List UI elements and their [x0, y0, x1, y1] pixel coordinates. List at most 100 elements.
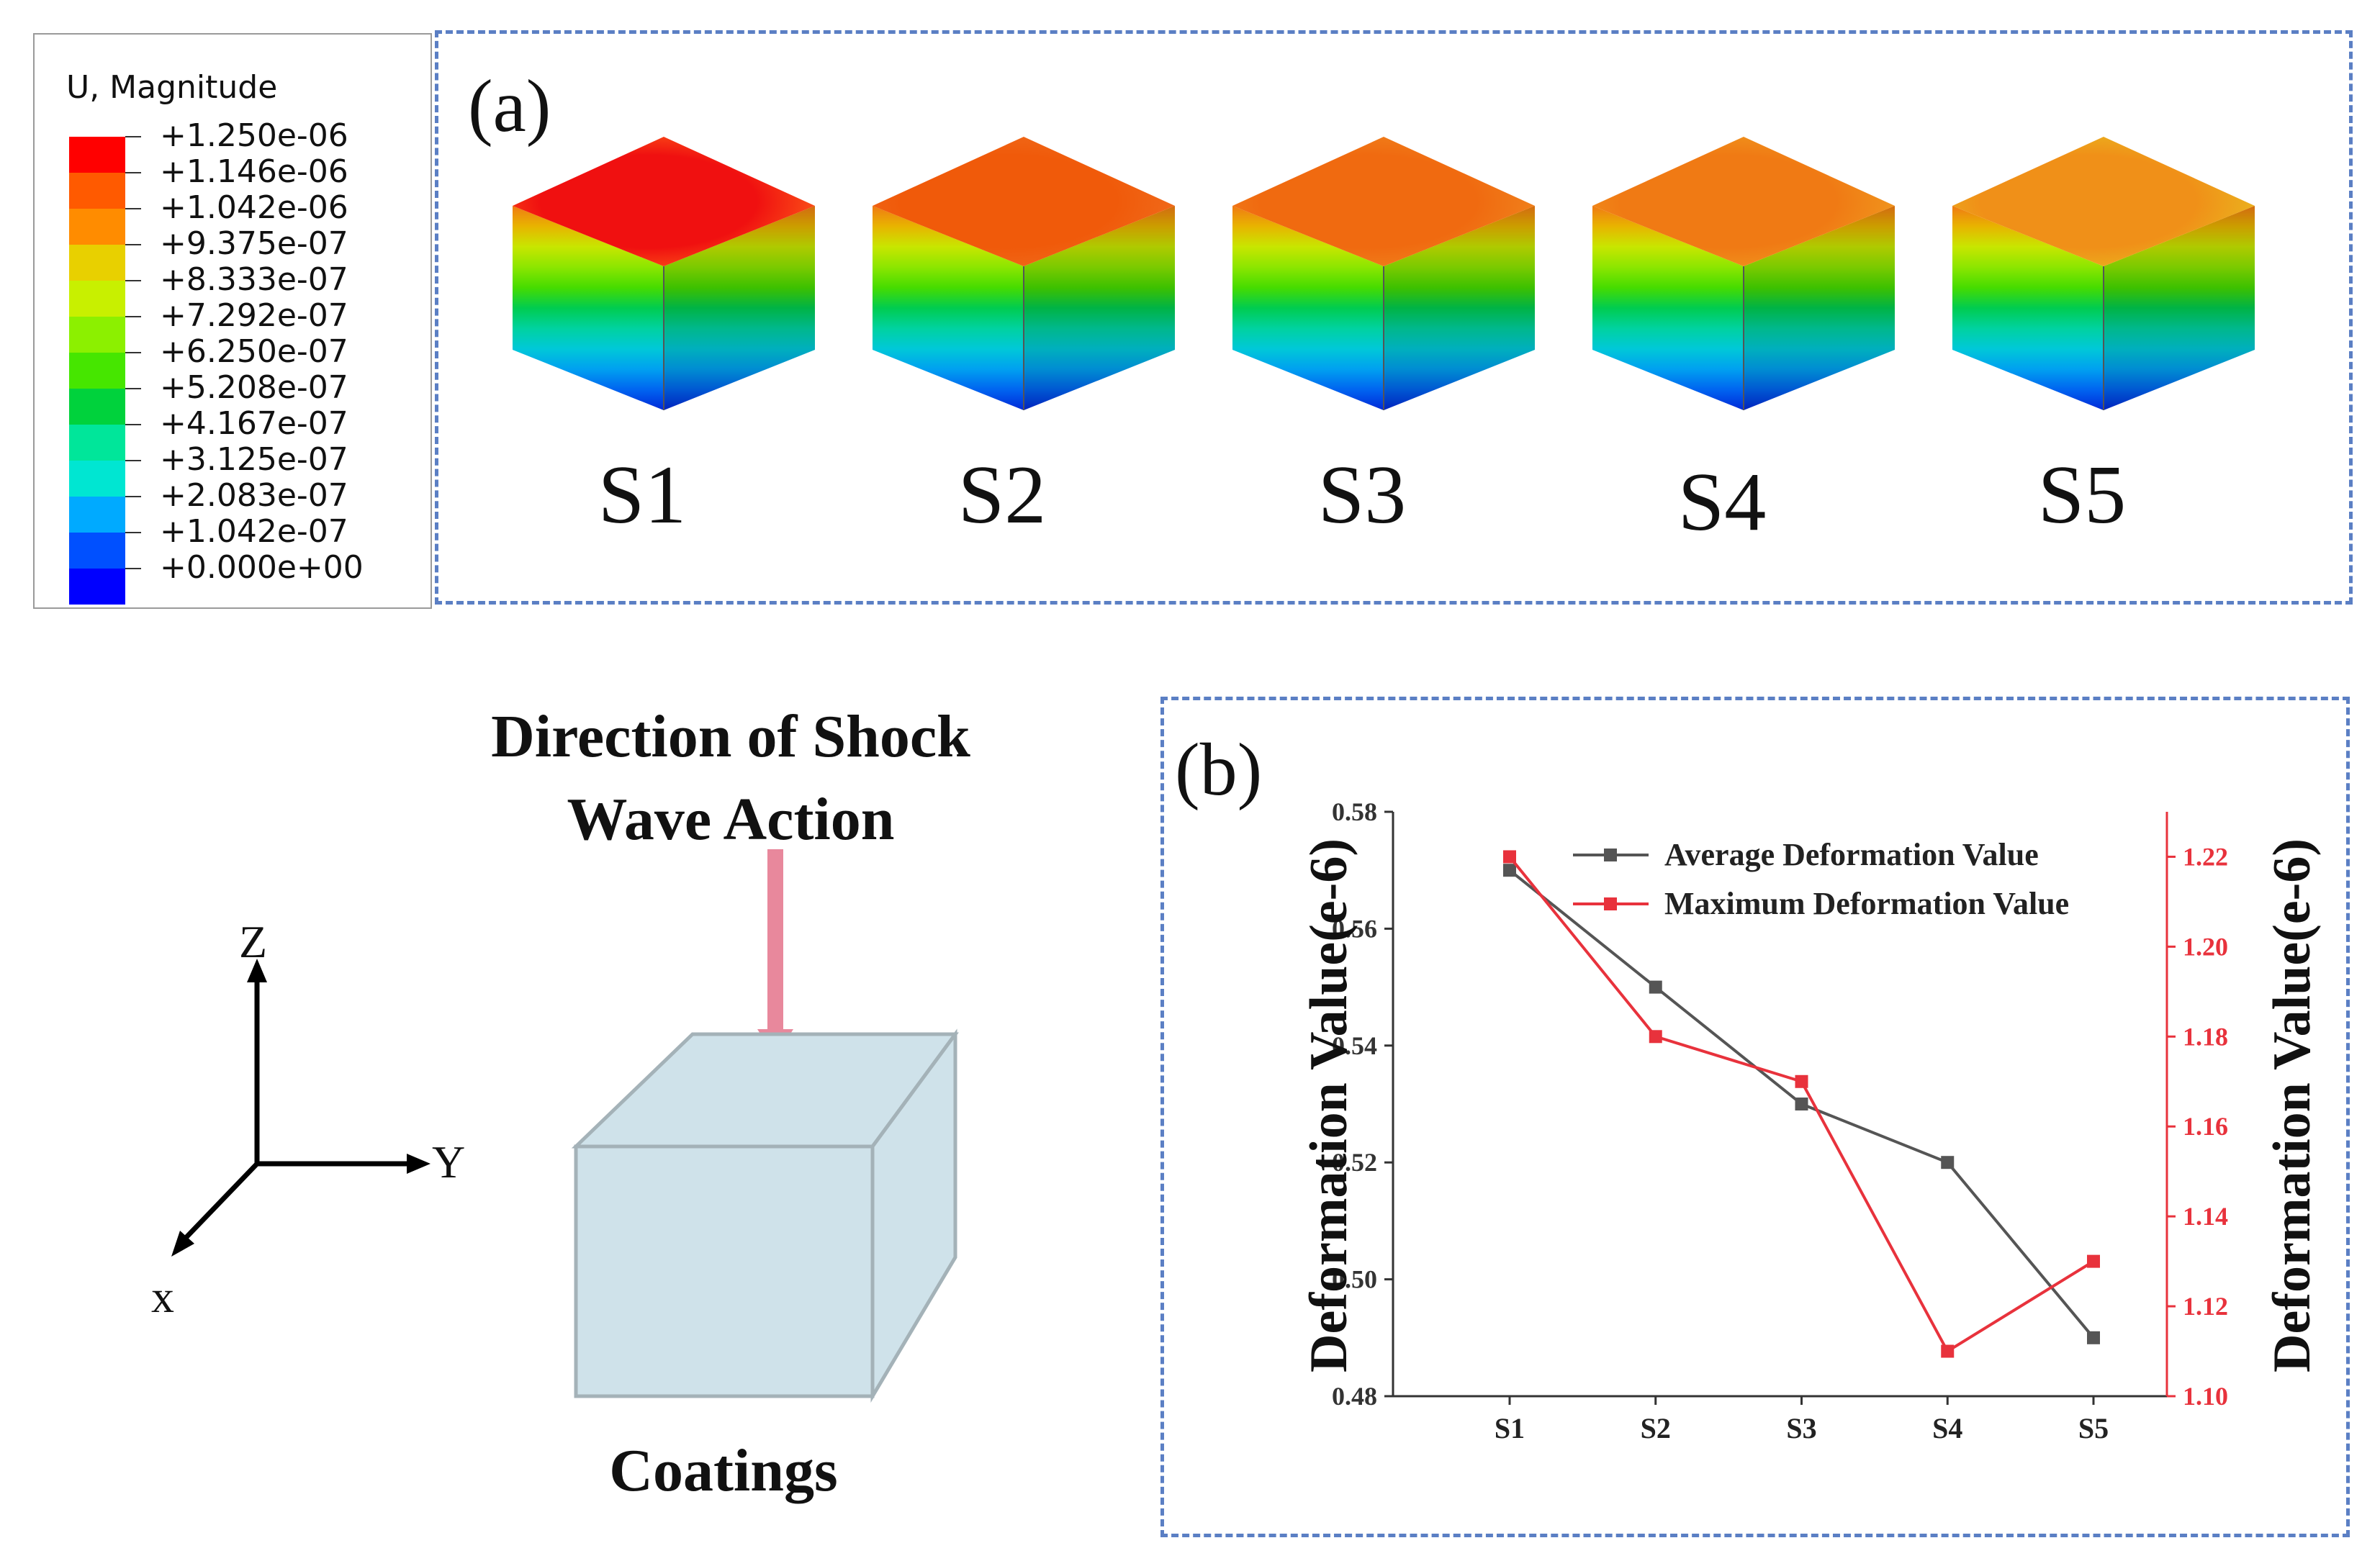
left-tick-label: 0.50: [1332, 1265, 1377, 1294]
sample-label: S3: [1317, 449, 1407, 541]
cube-right-face: [1024, 206, 1175, 410]
legend-tick: [125, 388, 141, 389]
legend-entry: Maximum Deformation Value: [1664, 886, 2069, 921]
cube-right-face: [664, 206, 815, 410]
sample-label: S5: [2037, 449, 2127, 541]
legend-label: +1.042e-07: [160, 513, 348, 550]
legend-tick: [125, 568, 141, 569]
block-front-face: [574, 1144, 875, 1398]
cube-s5: [1952, 137, 2255, 410]
legend-tick: [125, 424, 141, 425]
left-tick-label: 0.58: [1332, 797, 1377, 826]
data-point: [1941, 1156, 1955, 1169]
cube-s4: [1592, 137, 1895, 410]
left-tick-label: 0.52: [1332, 1148, 1377, 1177]
cube-right-face: [2104, 206, 2255, 410]
data-point: [1649, 980, 1662, 994]
legend-swatch: [69, 353, 125, 389]
legend-label: +1.042e-06: [160, 189, 348, 226]
legend-swatch: [69, 425, 125, 461]
legend-swatch: [69, 533, 125, 569]
legend-swatch: [69, 173, 125, 209]
right-axis-title: Deformation Value(e-6): [2263, 838, 2322, 1372]
legend-label: +0.000e+00: [160, 549, 364, 586]
direction-label-line2: Wave Action: [567, 786, 895, 853]
legend-swatch: [69, 245, 125, 281]
right-tick-label: 1.10: [2183, 1382, 2228, 1411]
sample-label: S2: [957, 449, 1047, 541]
shock-arrow-shaft: [767, 849, 783, 1036]
legend-label: +9.375e-07: [160, 225, 348, 262]
cube-top-face: [873, 137, 1175, 266]
legend-label: +6.250e-07: [160, 333, 348, 370]
cube-right-face: [1384, 206, 1535, 410]
x-tick-label: S4: [1932, 1412, 1962, 1444]
right-tick-label: 1.14: [2183, 1202, 2228, 1231]
legend-tick: [125, 460, 141, 461]
legend-swatch: [69, 461, 125, 497]
data-point: [1649, 1030, 1662, 1044]
cube-right-shade: [2104, 206, 2255, 410]
deformation-cubes: [513, 137, 2255, 410]
legend-tick: [125, 172, 141, 173]
right-tick-label: 1.16: [2183, 1112, 2228, 1141]
right-tick-label: 1.20: [2183, 932, 2228, 961]
axis-z-label: Z: [239, 916, 268, 967]
legend-swatch: [69, 389, 125, 425]
panel-a-letter: (a): [468, 65, 551, 148]
legend-label: +3.125e-07: [160, 441, 348, 478]
cube-left-face: [1592, 206, 1744, 410]
legend-tick: [125, 316, 141, 317]
legend-label: +7.292e-07: [160, 297, 348, 334]
cube-left-face: [513, 206, 664, 410]
right-tick-label: 1.12: [2183, 1292, 2228, 1321]
cube-left-face: [1232, 206, 1384, 410]
data-point: [1503, 864, 1516, 877]
legend-tick: [125, 280, 141, 281]
legend-swatch: [69, 137, 125, 173]
legend-marker: [1604, 897, 1617, 910]
sample-label: S1: [598, 449, 687, 541]
panel-a-frame: [435, 30, 2353, 605]
left-tick-label: 0.56: [1332, 914, 1377, 943]
cube-left-face: [873, 206, 1024, 410]
legend-title: U, Magnitude: [66, 69, 278, 106]
sample-label: S4: [1677, 456, 1767, 548]
cube-s3: [1232, 137, 1535, 410]
cube-top-face: [1232, 137, 1535, 266]
cube-s1: [513, 137, 815, 410]
legend-tick: [125, 352, 141, 353]
axis-x-label: x: [151, 1271, 174, 1322]
legend-label: +5.208e-07: [160, 369, 348, 406]
cube-top-face: [513, 137, 815, 266]
legend-swatch: [69, 569, 125, 605]
left-tick-label: 0.48: [1332, 1382, 1377, 1411]
legend-marker: [1604, 849, 1617, 861]
cube-s2: [873, 137, 1175, 410]
x-tick-label: S2: [1641, 1412, 1671, 1444]
coordinate-diagram: [171, 849, 959, 1403]
legend-label: +1.146e-06: [160, 153, 348, 190]
legend-label: +2.083e-07: [160, 477, 348, 514]
legend-swatch: [69, 209, 125, 245]
data-point: [2087, 1254, 2100, 1268]
legend-tick: [125, 496, 141, 497]
x-tick-label: S1: [1495, 1412, 1525, 1444]
data-point: [1795, 1098, 1808, 1110]
cube-left-face: [1952, 206, 2104, 410]
y-axis-arrowhead: [407, 1154, 431, 1174]
data-point: [1503, 850, 1516, 864]
x-axis-arrowhead: [171, 1231, 194, 1257]
right-tick-label: 1.22: [2183, 842, 2228, 871]
x-tick-label: S3: [1786, 1412, 1816, 1444]
legend-tick: [125, 136, 141, 137]
legend-entry: Average Deformation Value: [1664, 837, 2039, 872]
axis-y-label: Y: [432, 1136, 466, 1187]
legend-label: +4.167e-07: [160, 405, 348, 442]
left-axis-title: Deformation Value(e-6): [1299, 838, 1358, 1372]
x-axis-line: [184, 1161, 260, 1240]
cube-right-shade: [1024, 206, 1175, 410]
right-tick-label: 1.18: [2183, 1022, 2228, 1051]
coatings-label: Coatings: [609, 1437, 838, 1504]
